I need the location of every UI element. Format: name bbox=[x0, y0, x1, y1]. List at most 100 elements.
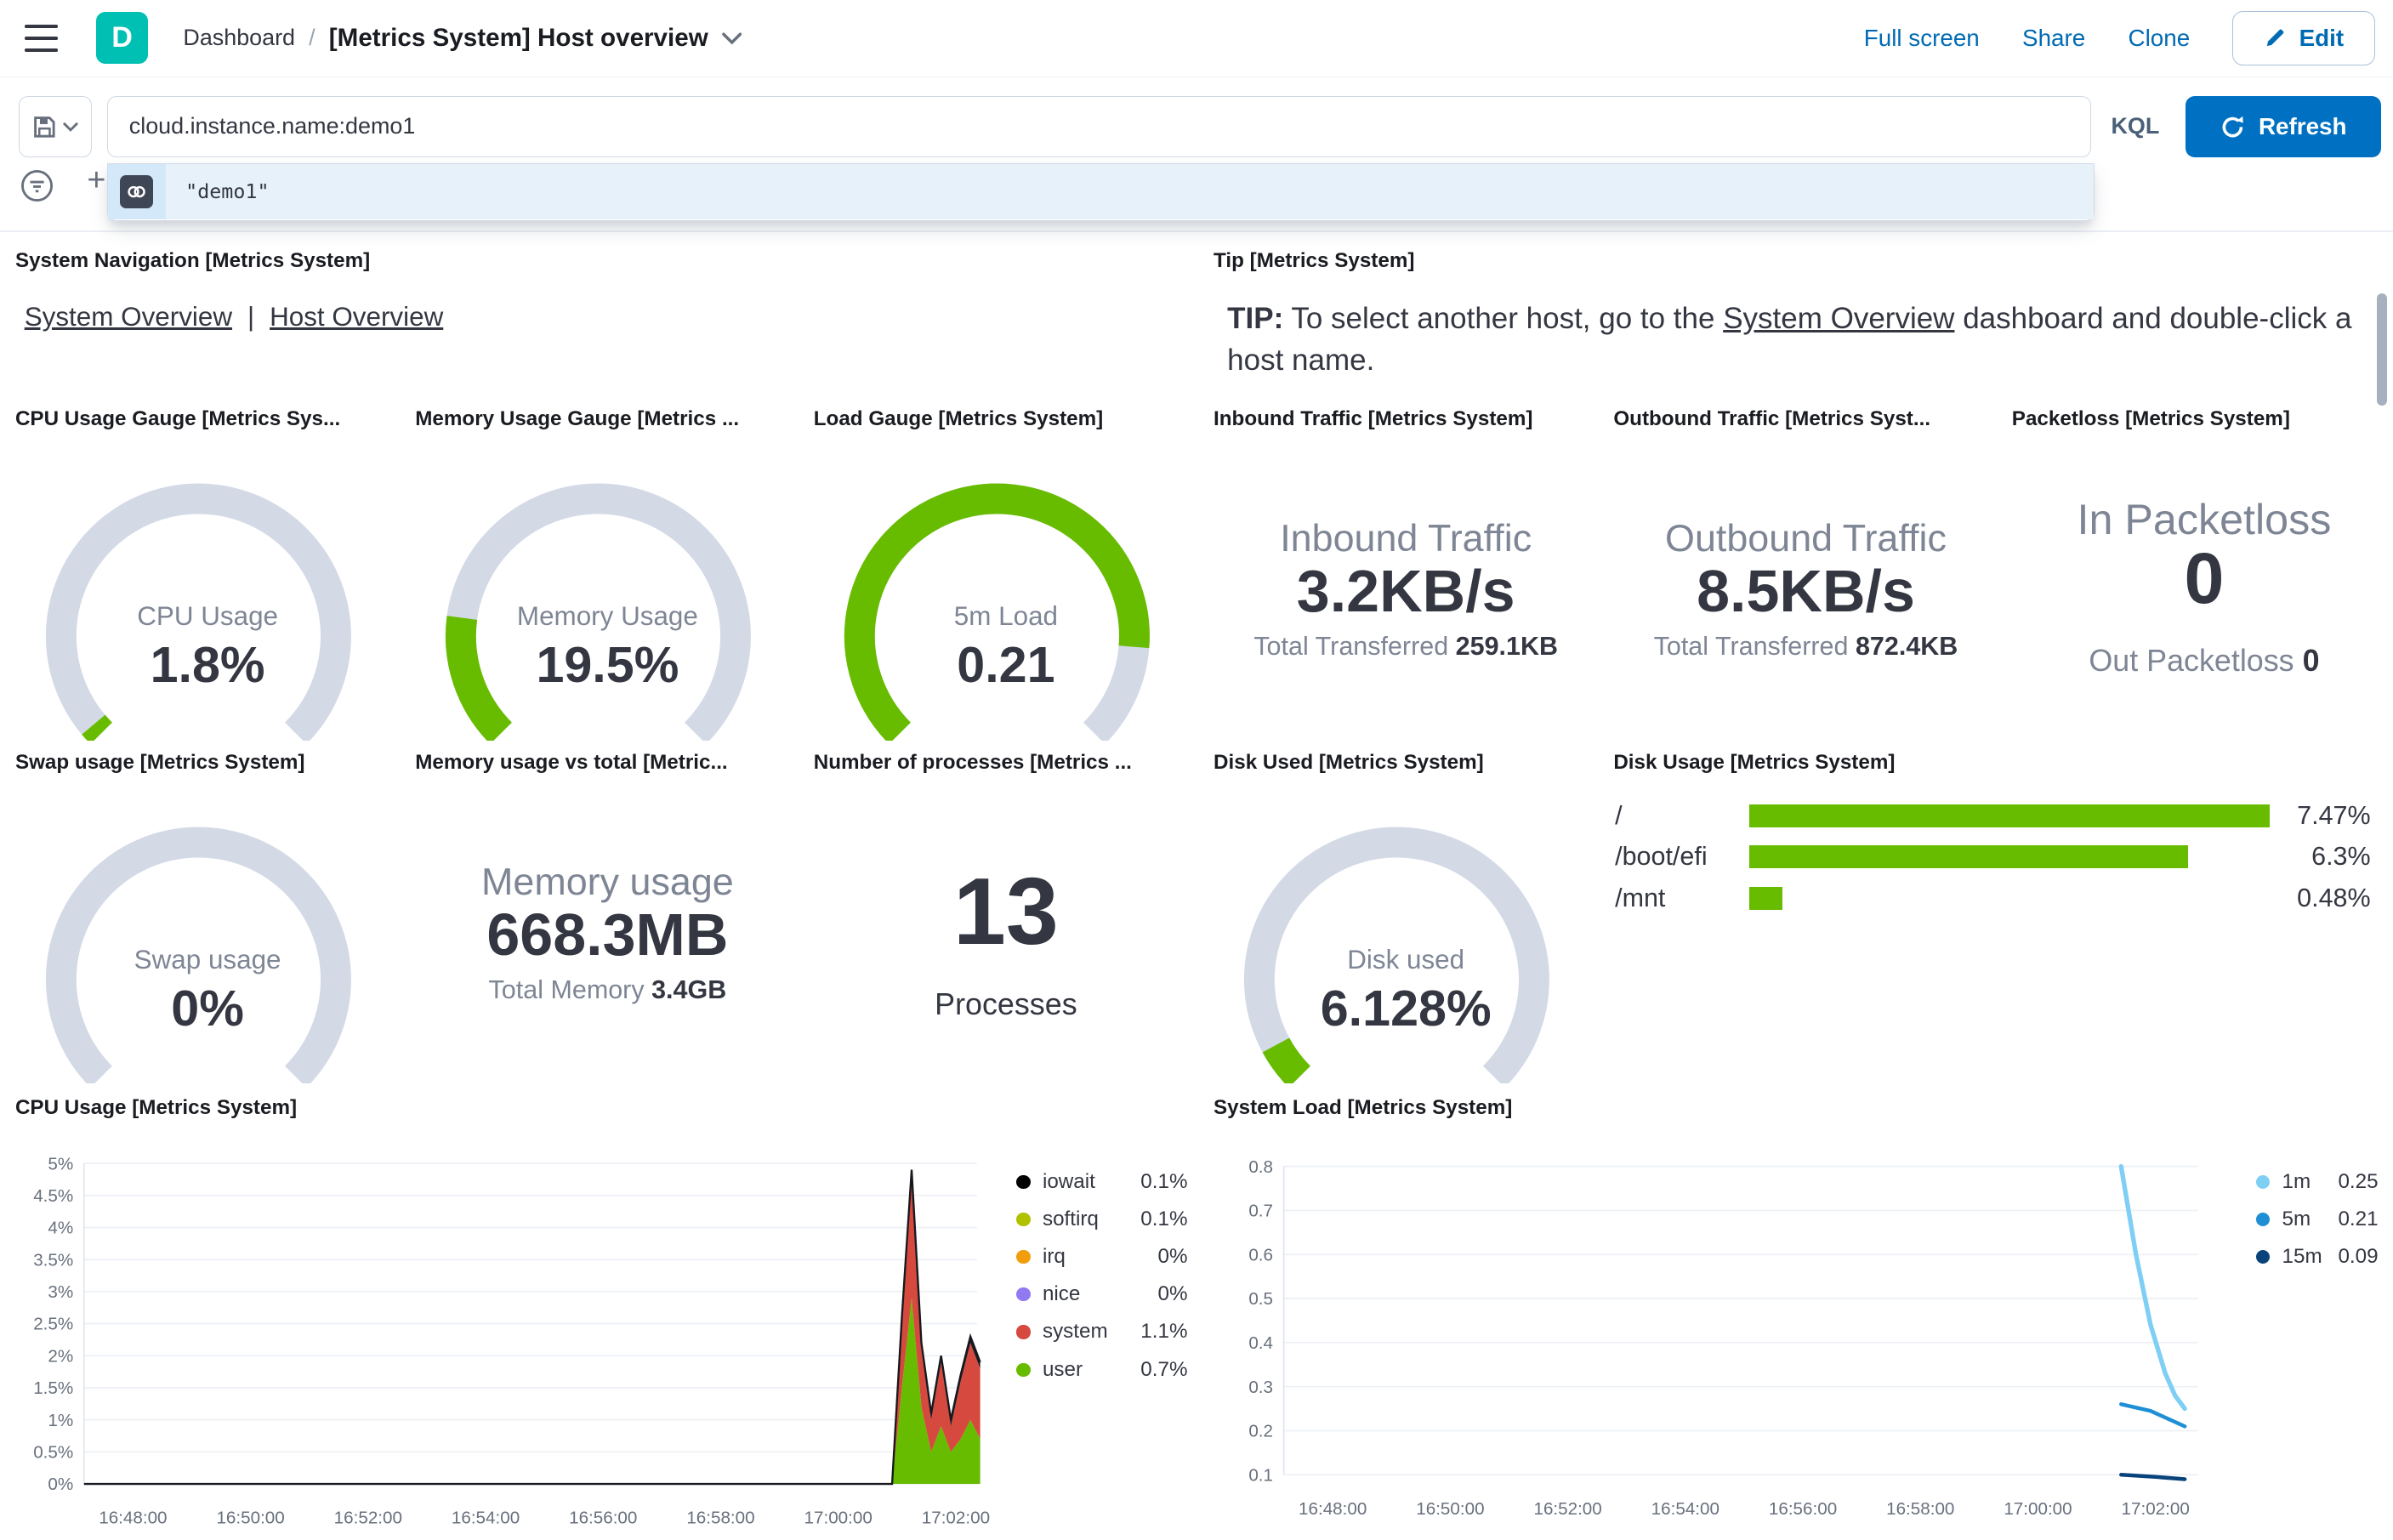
swap-usage-gauge[interactable] bbox=[23, 809, 374, 1084]
breadcrumb: Dashboard / [Metrics System] Host overvi… bbox=[183, 0, 742, 77]
disk-usage-bar[interactable] bbox=[1749, 804, 2271, 827]
legend-series-name: user bbox=[1042, 1357, 1083, 1381]
cpu-usage-chart[interactable]: 5% 4.5% 4% 3.5% 3% 2.5% 2% 1.5% 1% 0.5% 0% 16:48:00… bbox=[15, 1127, 1008, 1536]
system-overview-link[interactable]: System Overview bbox=[24, 302, 233, 332]
legend-color-dot bbox=[1016, 1250, 1031, 1264]
kql-language-toggle[interactable]: KQL bbox=[2111, 113, 2160, 139]
save-icon bbox=[33, 116, 55, 138]
disk-usage-bar[interactable] bbox=[1749, 886, 1783, 910]
legend-color-dot bbox=[2256, 1250, 2271, 1264]
disk-usage-value: 7.47% bbox=[2297, 800, 2371, 830]
panel-title: Number of processes [Metrics ... bbox=[813, 751, 1132, 775]
disk-usage-row: /mnt 0.48% bbox=[1615, 878, 2371, 918]
svg-text:0.5: 0.5 bbox=[1248, 1289, 1273, 1309]
legend-series-name: nice bbox=[1042, 1282, 1081, 1306]
svg-text:17:02:00: 17:02:00 bbox=[2122, 1499, 2190, 1519]
query-input[interactable] bbox=[106, 96, 2092, 157]
legend-series-name: iowait bbox=[1042, 1169, 1095, 1193]
disk-usage-row: /boot/efi 6.3% bbox=[1615, 837, 2371, 878]
host-overview-link[interactable]: Host Overview bbox=[270, 302, 444, 332]
suggestion-item[interactable]: "demo1" bbox=[107, 164, 2094, 219]
system-overview-link[interactable]: System Overview bbox=[1723, 302, 1955, 336]
gauge-value: 0.21 bbox=[957, 635, 1055, 693]
metric-label: In Packetloss bbox=[2077, 495, 2332, 543]
panel-system-navigation: System Navigation [Metrics System] Syste… bbox=[15, 242, 1191, 379]
panel-title: System Navigation [Metrics System] bbox=[14, 248, 371, 272]
panel-title: Disk Used [Metrics System] bbox=[1214, 751, 1484, 775]
metric-label: Outbound Traffic bbox=[1665, 515, 1947, 560]
legend-series-value: 0.21 bbox=[2338, 1208, 2379, 1231]
gauge-label: CPU Usage bbox=[137, 601, 279, 632]
legend-item-softirq[interactable]: softirq 0.1% bbox=[1016, 1201, 1187, 1238]
panel-title: CPU Usage [Metrics System] bbox=[14, 1095, 298, 1119]
saved-query-button[interactable] bbox=[18, 96, 92, 157]
memory-usage-gauge[interactable] bbox=[423, 465, 774, 741]
svg-text:0.1: 0.1 bbox=[1248, 1465, 1273, 1485]
share-link[interactable]: Share bbox=[2022, 24, 2086, 51]
panel-packetloss: Packetloss [Metrics System] In Packetlos… bbox=[2012, 400, 2393, 747]
breadcrumb-dashboard[interactable]: Dashboard bbox=[183, 25, 296, 51]
legend-series-value: 0.09 bbox=[2338, 1245, 2379, 1269]
disk-usage-value: 0.48% bbox=[2297, 883, 2371, 912]
svg-text:2%: 2% bbox=[48, 1346, 73, 1366]
metric-subtext: Total Transferred 259.1KB bbox=[1253, 632, 1559, 662]
svg-text:16:50:00: 16:50:00 bbox=[216, 1508, 284, 1527]
legend-item-1m[interactable]: 1m 0.25 bbox=[2256, 1163, 2379, 1201]
breadcrumb-separator: / bbox=[309, 25, 315, 51]
legend-item-nice[interactable]: nice 0% bbox=[1016, 1276, 1187, 1313]
legend-series-value: 0% bbox=[1157, 1245, 1188, 1269]
legend-item-irq[interactable]: irq 0% bbox=[1016, 1238, 1187, 1276]
legend-color-dot bbox=[2256, 1174, 2271, 1189]
svg-text:1.5%: 1.5% bbox=[33, 1378, 73, 1398]
disk-usage-bar[interactable] bbox=[1749, 845, 2189, 869]
svg-text:16:56:00: 16:56:00 bbox=[569, 1508, 637, 1527]
svg-text:16:52:00: 16:52:00 bbox=[334, 1508, 402, 1527]
disk-mount-label: /boot/efi bbox=[1615, 842, 1708, 872]
panel-swap-usage-gauge: Swap usage [Metrics System] Swap usage 0… bbox=[15, 743, 400, 1091]
edit-button[interactable]: Edit bbox=[2232, 10, 2376, 66]
svg-text:0.4: 0.4 bbox=[1248, 1333, 1273, 1353]
load-gauge[interactable] bbox=[821, 465, 1173, 741]
metric-subtext: Out Packetloss 0 bbox=[2089, 644, 2320, 679]
panel-title: Memory Usage Gauge [Metrics ... bbox=[415, 407, 740, 431]
svg-text:16:56:00: 16:56:00 bbox=[1769, 1499, 1837, 1519]
svg-text:16:50:00: 16:50:00 bbox=[1416, 1499, 1484, 1519]
legend-item-iowait[interactable]: iowait 0.1% bbox=[1016, 1163, 1187, 1201]
legend-series-name: 15m bbox=[2282, 1245, 2322, 1269]
clone-link[interactable]: Clone bbox=[2128, 24, 2191, 51]
chevron-down-icon[interactable] bbox=[722, 31, 742, 45]
full-screen-link[interactable]: Full screen bbox=[1863, 24, 1980, 51]
add-filter-button[interactable]: + bbox=[87, 162, 106, 198]
panel-load-gauge: Load Gauge [Metrics System] 5m Load 0.21 bbox=[814, 400, 1198, 747]
token-cell bbox=[107, 164, 166, 219]
menu-button[interactable] bbox=[21, 20, 61, 56]
metric-value: 0 bbox=[2184, 537, 2225, 618]
panel-system-load-chart: System Load [Metrics System] 0.8 0.7 0.6 0.… bbox=[1214, 1088, 2389, 1534]
gauge-value: 19.5% bbox=[536, 635, 679, 693]
legend-item-5m[interactable]: 5m 0.21 bbox=[2256, 1201, 2379, 1238]
panel-title: System Load [Metrics System] bbox=[1214, 1095, 1513, 1119]
system-load-chart[interactable]: 0.8 0.7 0.6 0.5 0.4 0.3 0.2 0.1 16:48:00 16:50:00… bbox=[1214, 1127, 2229, 1536]
panel-tip: Tip [Metrics System] TIP: To select anot… bbox=[1214, 242, 2381, 395]
gauge-label: Memory Usage bbox=[516, 601, 698, 632]
filter-menu-button[interactable] bbox=[19, 168, 55, 204]
panel-outbound-traffic: Outbound Traffic [Metrics Syst... Outbou… bbox=[1613, 400, 1998, 747]
metric-value: 3.2KB/s bbox=[1296, 558, 1515, 625]
system-navigation-links: System Overview | Host Overview bbox=[25, 302, 444, 332]
legend-item-system[interactable]: system 1.1% bbox=[1016, 1313, 1187, 1350]
refresh-button[interactable]: Refresh bbox=[2186, 96, 2382, 157]
vertical-scrollbar-thumb[interactable] bbox=[2376, 293, 2388, 406]
disk-bar-area bbox=[1749, 886, 2270, 910]
svg-text:0.3: 0.3 bbox=[1248, 1378, 1273, 1397]
legend-item-15m[interactable]: 15m 0.09 bbox=[2256, 1238, 2379, 1276]
disk-used-gauge[interactable] bbox=[1221, 809, 1572, 1084]
legend-color-dot bbox=[1016, 1212, 1031, 1227]
legend-series-value: 1.1% bbox=[1140, 1320, 1188, 1344]
legend-item-user[interactable]: user 0.7% bbox=[1016, 1351, 1187, 1389]
gauge-value: 1.8% bbox=[150, 635, 265, 693]
refresh-button-label: Refresh bbox=[2258, 112, 2347, 139]
panel-disk-used-gauge: Disk Used [Metrics System] Disk used 6.1… bbox=[1214, 743, 1598, 1091]
cpu-usage-gauge[interactable] bbox=[23, 465, 374, 741]
panel-title: Tip [Metrics System] bbox=[1214, 248, 1415, 272]
app-logo[interactable]: D bbox=[96, 12, 149, 65]
